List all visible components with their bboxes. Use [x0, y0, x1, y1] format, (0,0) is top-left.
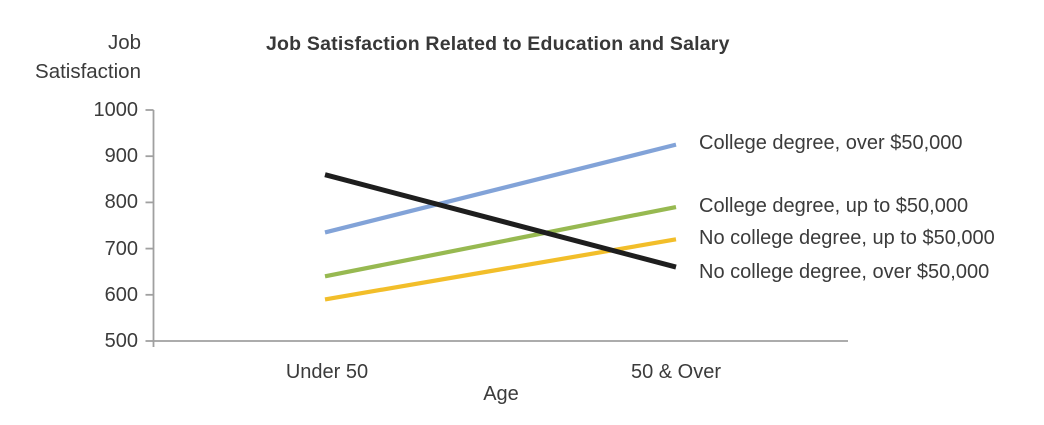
y-axis-title-line2: Satisfaction: [35, 60, 141, 83]
y-axis-title-line1: Job: [107, 31, 141, 54]
x-axis-title: Age: [483, 383, 519, 405]
y-tick-label: 600: [104, 283, 138, 306]
series-line-3: [324, 237, 677, 302]
series-line-1: [324, 142, 677, 235]
series-label: No college degree, over $50,000: [699, 261, 990, 284]
y-tick-label: 800: [104, 191, 138, 214]
y-tick-label: 1000: [93, 99, 139, 121]
series-line-2: [324, 204, 677, 279]
series-line-4: [324, 172, 677, 270]
series-label: No college degree, up to $50,000: [699, 227, 995, 250]
chart-title: Job Satisfaction Related to Education an…: [266, 33, 730, 55]
y-tick-label: 500: [104, 330, 138, 352]
series-label: College degree, over $50,000: [699, 131, 963, 154]
x-category-label: Under 50: [285, 361, 369, 383]
y-axis-title: Job Satisfaction: [28, 28, 141, 86]
y-tick-label: 900: [104, 145, 138, 168]
series-label: College degree, up to $50,000: [699, 195, 969, 218]
x-category-label: 50 & Over: [630, 361, 722, 383]
y-tick-label: 700: [104, 237, 138, 260]
